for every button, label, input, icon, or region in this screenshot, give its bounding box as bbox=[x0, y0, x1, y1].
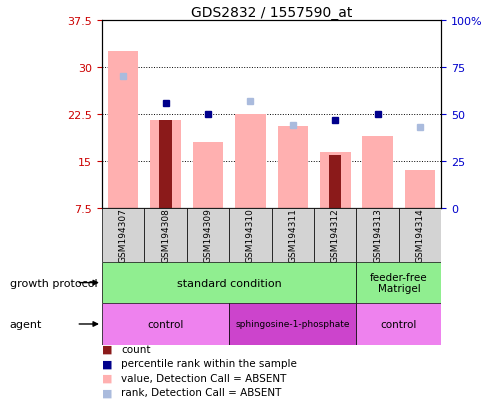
Bar bbox=[277, 127, 307, 209]
Text: ■: ■ bbox=[102, 358, 112, 368]
Bar bbox=[102, 304, 228, 345]
Text: percentile rank within the sample: percentile rank within the sample bbox=[121, 358, 297, 368]
Bar bbox=[271, 209, 314, 262]
Text: GSM194311: GSM194311 bbox=[287, 208, 297, 263]
Text: GSM194307: GSM194307 bbox=[118, 208, 127, 263]
Text: ■: ■ bbox=[102, 344, 112, 354]
Bar bbox=[356, 262, 440, 304]
Text: GSM194314: GSM194314 bbox=[415, 208, 424, 263]
Bar bbox=[192, 143, 223, 209]
Text: standard condition: standard condition bbox=[177, 278, 281, 288]
Text: rank, Detection Call = ABSENT: rank, Detection Call = ABSENT bbox=[121, 387, 281, 397]
Text: ■: ■ bbox=[102, 387, 112, 397]
Text: GSM194310: GSM194310 bbox=[245, 208, 255, 263]
Bar bbox=[235, 114, 265, 209]
Text: value, Detection Call = ABSENT: value, Detection Call = ABSENT bbox=[121, 373, 286, 383]
Text: count: count bbox=[121, 344, 151, 354]
Bar bbox=[228, 304, 356, 345]
Bar bbox=[102, 262, 356, 304]
Text: feeder-free
Matrigel: feeder-free Matrigel bbox=[369, 272, 427, 294]
Text: control: control bbox=[380, 319, 416, 329]
Text: GSM194313: GSM194313 bbox=[372, 208, 381, 263]
Text: GSM194312: GSM194312 bbox=[330, 208, 339, 263]
Bar bbox=[362, 137, 392, 209]
Bar bbox=[102, 209, 144, 262]
Bar bbox=[319, 152, 350, 209]
Bar bbox=[144, 209, 186, 262]
Bar bbox=[150, 121, 181, 209]
Bar bbox=[107, 52, 138, 209]
Bar bbox=[186, 209, 228, 262]
Bar bbox=[159, 121, 171, 209]
Bar bbox=[328, 155, 341, 209]
Text: ■: ■ bbox=[102, 373, 112, 383]
Text: growth protocol: growth protocol bbox=[10, 278, 97, 288]
Text: sphingosine-1-phosphate: sphingosine-1-phosphate bbox=[235, 320, 349, 329]
Title: GDS2832 / 1557590_at: GDS2832 / 1557590_at bbox=[191, 6, 351, 20]
Text: GSM194309: GSM194309 bbox=[203, 208, 212, 263]
Bar bbox=[228, 209, 271, 262]
Bar bbox=[356, 304, 440, 345]
Bar bbox=[356, 209, 398, 262]
Bar bbox=[404, 171, 435, 209]
Bar bbox=[398, 209, 440, 262]
Bar bbox=[314, 209, 356, 262]
Text: control: control bbox=[147, 319, 183, 329]
Text: GSM194308: GSM194308 bbox=[161, 208, 170, 263]
Text: agent: agent bbox=[10, 319, 42, 329]
